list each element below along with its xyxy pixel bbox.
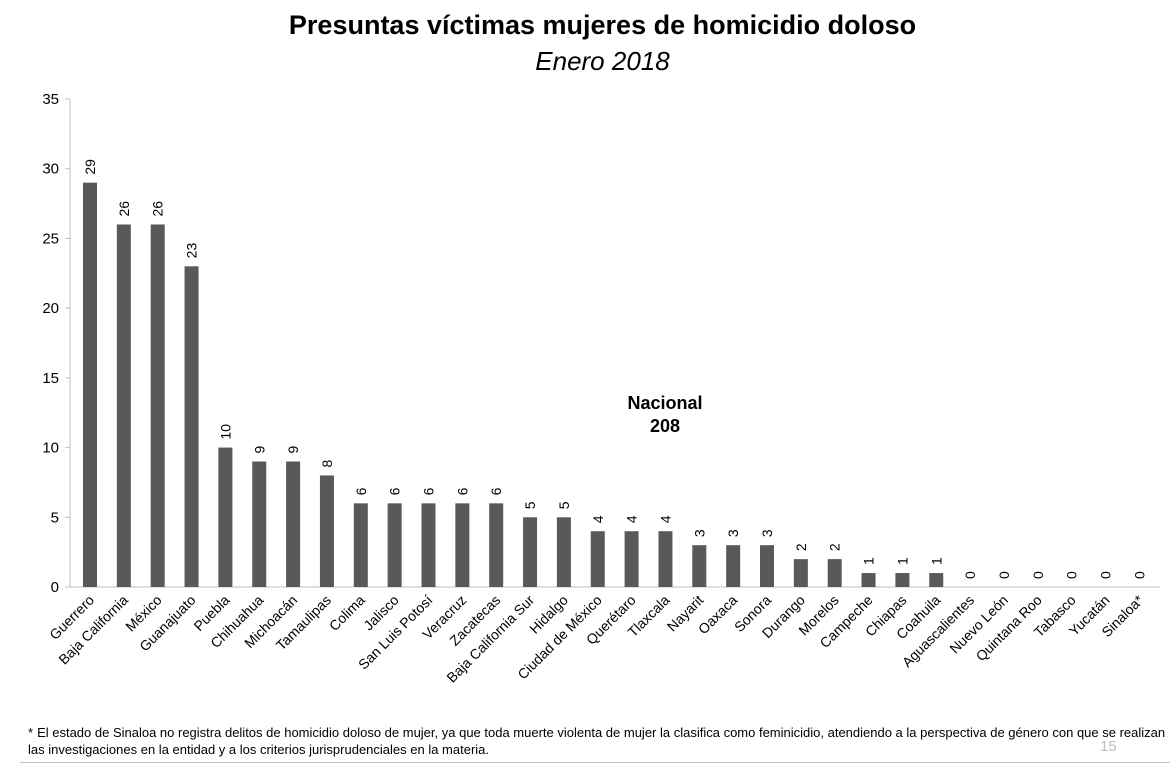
data-label: 0 bbox=[1030, 571, 1046, 579]
y-tick-label: 20 bbox=[42, 300, 59, 317]
bar bbox=[895, 573, 910, 587]
chart-subtitle: Enero 2018 bbox=[535, 46, 670, 76]
bar bbox=[760, 545, 774, 587]
bar bbox=[421, 503, 436, 587]
y-tick-label: 25 bbox=[42, 230, 59, 247]
bar bbox=[286, 461, 301, 587]
data-label: 6 bbox=[387, 487, 403, 495]
chart-title: Presuntas víctimas mujeres de homicidio … bbox=[288, 10, 917, 40]
bar bbox=[319, 475, 334, 587]
data-label: 4 bbox=[590, 515, 606, 523]
bar bbox=[929, 573, 944, 587]
footnote-text: El estado de Sinaloa no registra delitos… bbox=[28, 725, 1166, 757]
bar bbox=[184, 266, 199, 587]
data-label: 23 bbox=[184, 243, 200, 259]
data-label: 2 bbox=[793, 543, 809, 551]
bar bbox=[861, 573, 876, 587]
bar bbox=[793, 559, 808, 587]
data-label: 3 bbox=[691, 529, 707, 537]
footnote: * El estado de Sinaloa no registra delito… bbox=[28, 724, 1168, 758]
bar bbox=[523, 517, 538, 587]
data-label: 0 bbox=[996, 571, 1012, 579]
data-label: 9 bbox=[251, 446, 267, 454]
data-label: 6 bbox=[353, 487, 369, 495]
data-label: 6 bbox=[488, 487, 504, 495]
data-label: 6 bbox=[454, 487, 470, 495]
bar bbox=[590, 531, 605, 587]
y-tick-label: 10 bbox=[42, 440, 59, 457]
data-label: 3 bbox=[759, 529, 775, 537]
data-label: 2 bbox=[827, 543, 843, 551]
bar bbox=[150, 224, 165, 587]
data-label: 0 bbox=[1064, 571, 1080, 579]
data-label: 5 bbox=[556, 501, 572, 509]
bar bbox=[658, 531, 673, 587]
data-label: 1 bbox=[861, 557, 877, 565]
annotation-label: Nacional bbox=[627, 393, 702, 413]
data-label: 8 bbox=[319, 459, 335, 467]
bar bbox=[455, 503, 470, 587]
bar bbox=[827, 559, 842, 587]
bar bbox=[353, 503, 368, 587]
y-tick-label: 30 bbox=[42, 161, 59, 178]
bar bbox=[116, 224, 131, 587]
bar bbox=[726, 545, 741, 587]
bar bbox=[83, 182, 97, 587]
bar bbox=[624, 531, 639, 587]
bar bbox=[556, 517, 571, 587]
bar bbox=[218, 447, 233, 587]
footnote-marker: * bbox=[28, 725, 34, 740]
data-label: 29 bbox=[82, 159, 98, 175]
bar bbox=[489, 503, 504, 587]
data-label: 6 bbox=[421, 487, 437, 495]
y-tick-label: 35 bbox=[42, 91, 59, 108]
footer-divider bbox=[20, 762, 1170, 763]
data-label: 10 bbox=[217, 424, 233, 440]
y-tick-label: 0 bbox=[51, 579, 59, 596]
data-label: 4 bbox=[657, 515, 673, 523]
y-tick-label: 5 bbox=[51, 509, 59, 526]
data-label: 0 bbox=[962, 571, 978, 579]
bar bbox=[692, 545, 707, 587]
data-label: 26 bbox=[150, 201, 166, 217]
data-label: 26 bbox=[116, 201, 132, 217]
data-label: 1 bbox=[928, 557, 944, 565]
data-label: 0 bbox=[1098, 571, 1114, 579]
data-label: 3 bbox=[725, 529, 741, 537]
data-label: 5 bbox=[522, 501, 538, 509]
data-label: 0 bbox=[1131, 571, 1147, 579]
annotation-value: 208 bbox=[650, 416, 680, 436]
data-label: 4 bbox=[624, 515, 640, 523]
page-number: 15 bbox=[1100, 738, 1117, 755]
y-tick-label: 15 bbox=[42, 370, 59, 387]
bar bbox=[252, 461, 267, 587]
data-label: 9 bbox=[285, 446, 301, 454]
category-label: Colima bbox=[326, 592, 368, 634]
bar bbox=[387, 503, 402, 587]
data-label: 1 bbox=[894, 557, 910, 565]
